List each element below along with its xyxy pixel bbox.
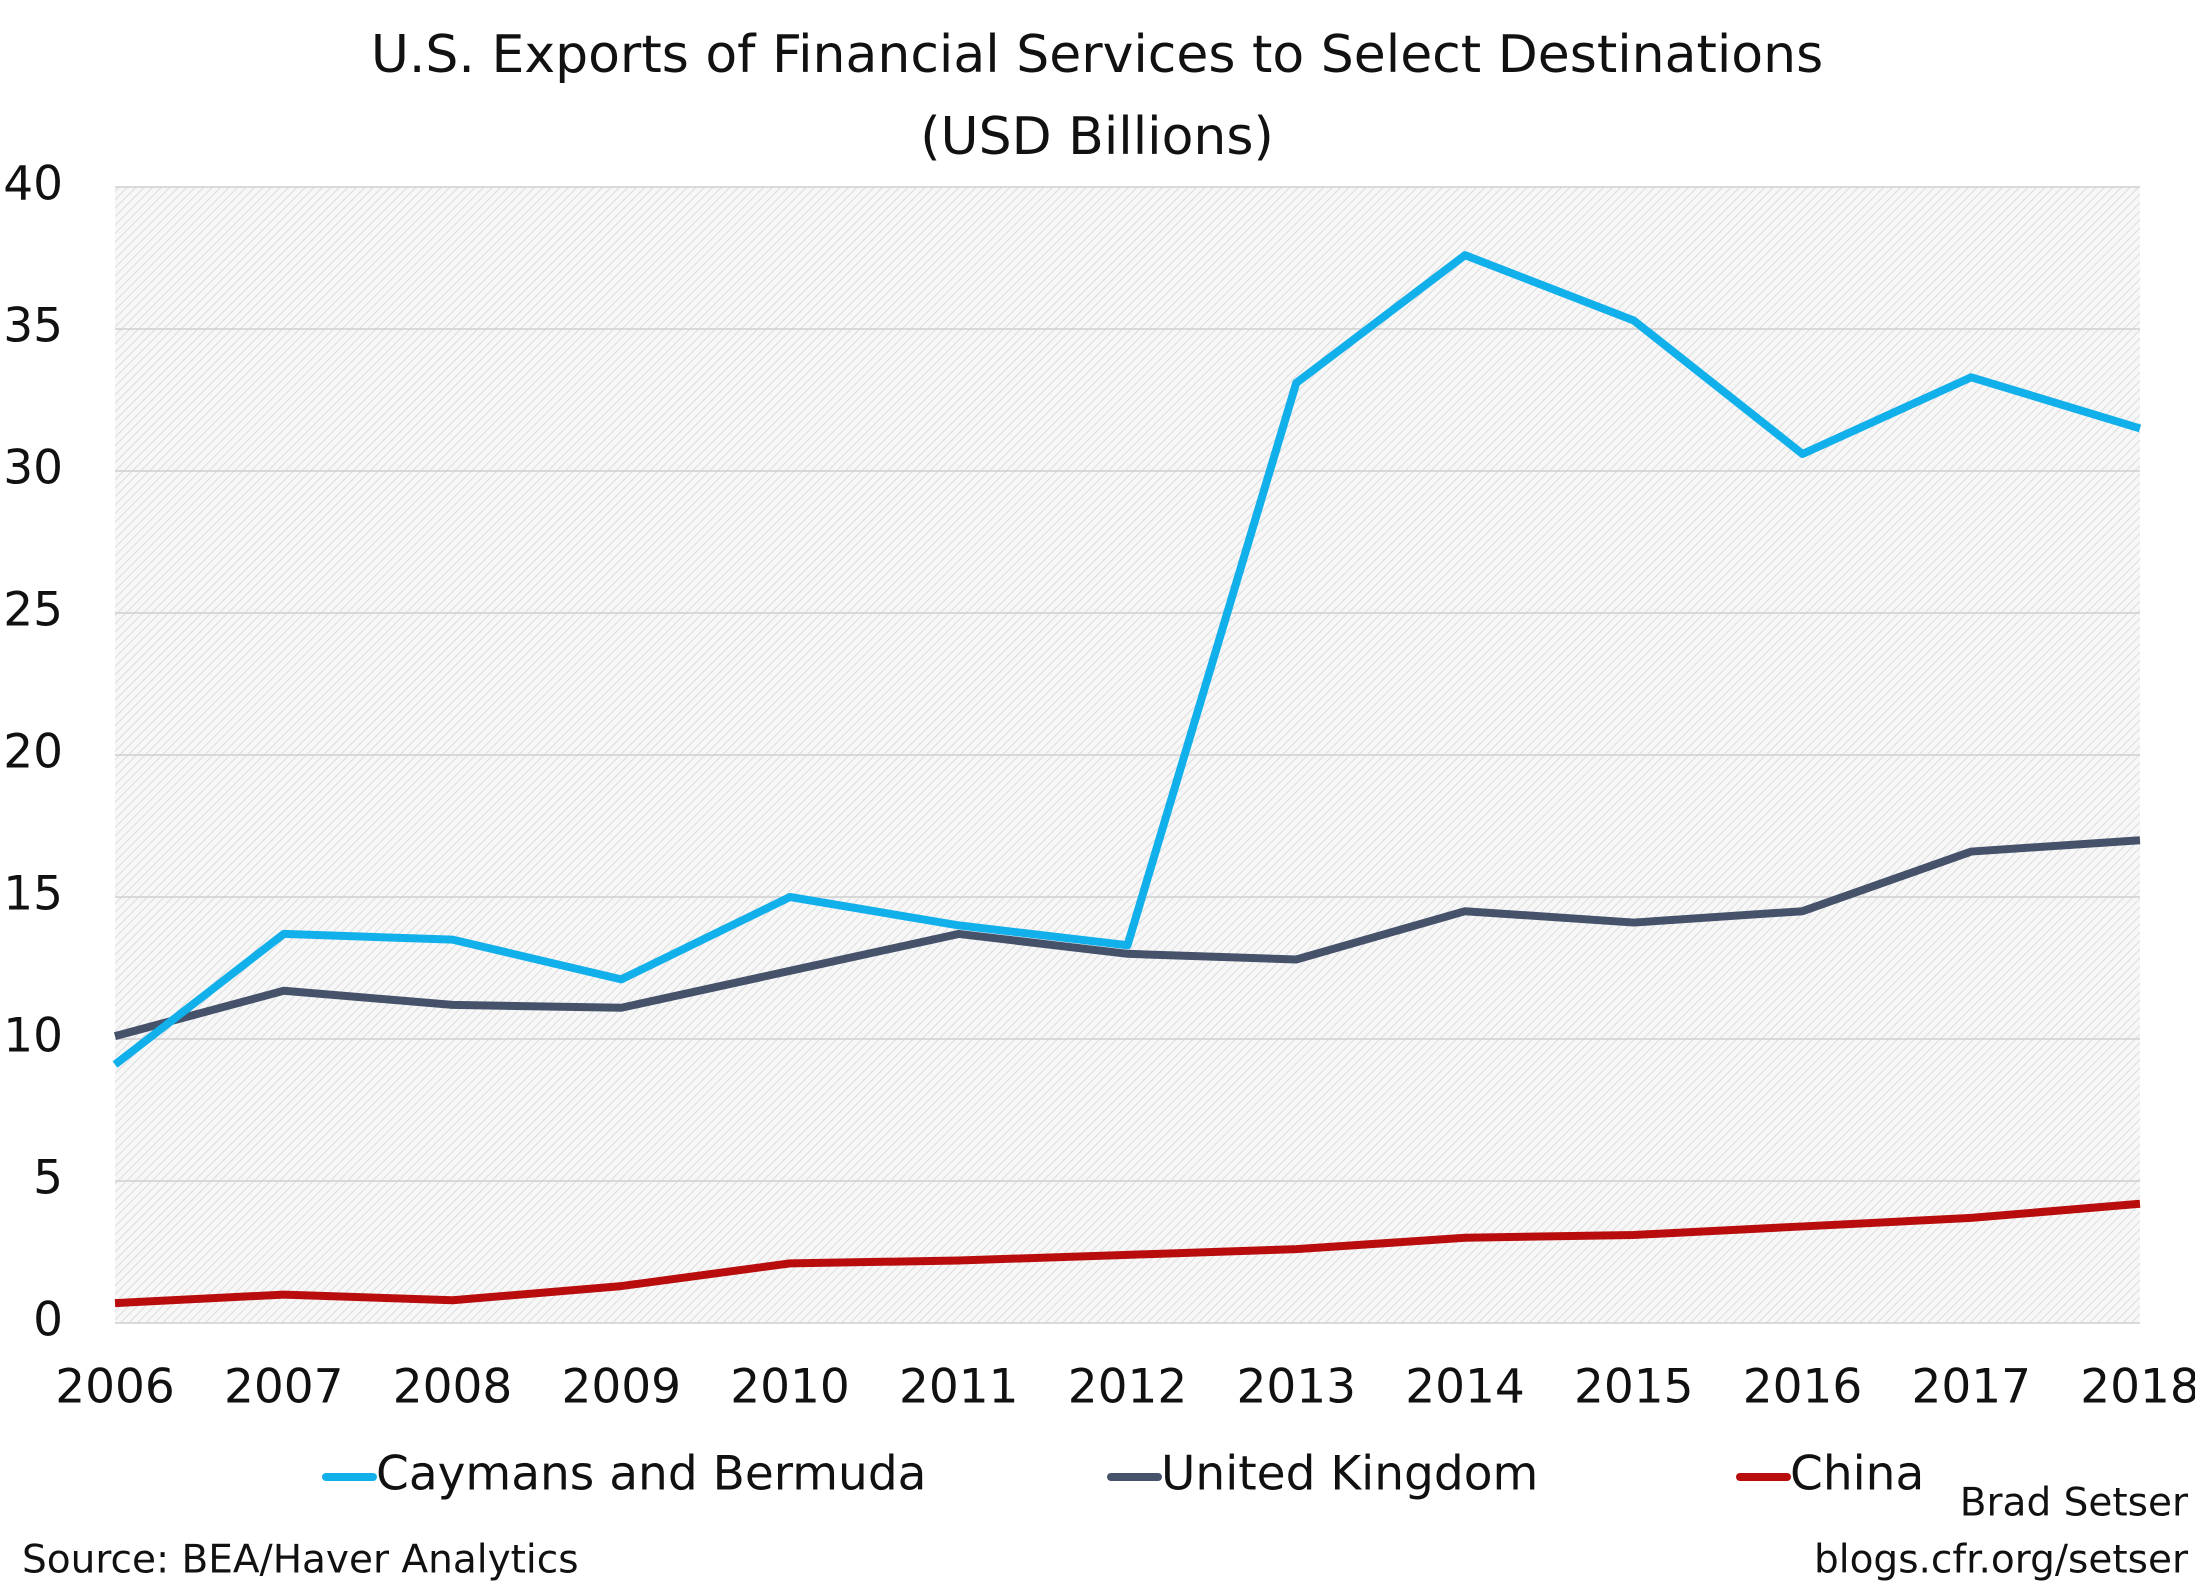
y-tick-label: 15 bbox=[3, 867, 63, 922]
x-tick-label: 2014 bbox=[1405, 1360, 1525, 1415]
y-tick-label: 20 bbox=[3, 725, 63, 780]
series-line bbox=[114, 1199, 2141, 1308]
y-tick-label: 35 bbox=[3, 299, 63, 354]
series-line bbox=[112, 251, 2142, 1068]
chart-subtitle: (USD Billions) bbox=[920, 107, 1274, 167]
x-tick-label: 2009 bbox=[561, 1360, 681, 1415]
x-tick-label: 2015 bbox=[1574, 1360, 1694, 1415]
x-tick-label: 2007 bbox=[224, 1360, 344, 1415]
x-tick-label: 2013 bbox=[1236, 1360, 1356, 1415]
source: Source: BEA/Haver Analytics bbox=[22, 1538, 579, 1582]
legend-label: Caymans and Bermuda bbox=[376, 1447, 926, 1502]
y-tick-label: 25 bbox=[3, 583, 63, 638]
y-tick-label: 40 bbox=[3, 157, 63, 212]
legend-label: United Kingdom bbox=[1161, 1447, 1538, 1502]
x-tick-label: 2012 bbox=[1068, 1360, 1188, 1415]
x-tick-label: 2011 bbox=[899, 1360, 1019, 1415]
x-tick-label: 2010 bbox=[730, 1360, 850, 1415]
y-tick-label: 0 bbox=[33, 1293, 63, 1348]
x-tick-label: 2016 bbox=[1743, 1360, 1863, 1415]
x-tick-label: 2008 bbox=[393, 1360, 513, 1415]
credit-author: Brad Setser bbox=[1960, 1481, 2189, 1526]
x-tick-label: 2018 bbox=[2080, 1360, 2195, 1415]
y-tick-label: 10 bbox=[3, 1009, 63, 1064]
legend-label: China bbox=[1790, 1447, 1924, 1502]
y-tick-label: 5 bbox=[33, 1151, 63, 1206]
x-tick-label: 2006 bbox=[55, 1360, 175, 1415]
series-line bbox=[113, 836, 2141, 1041]
y-tick-label: 30 bbox=[3, 441, 63, 496]
x-tick-label: 2017 bbox=[1911, 1360, 2031, 1415]
chart-title: U.S. Exports of Financial Services to Se… bbox=[371, 25, 1823, 85]
credit-url: blogs.cfr.org/setser bbox=[1814, 1538, 2189, 1582]
